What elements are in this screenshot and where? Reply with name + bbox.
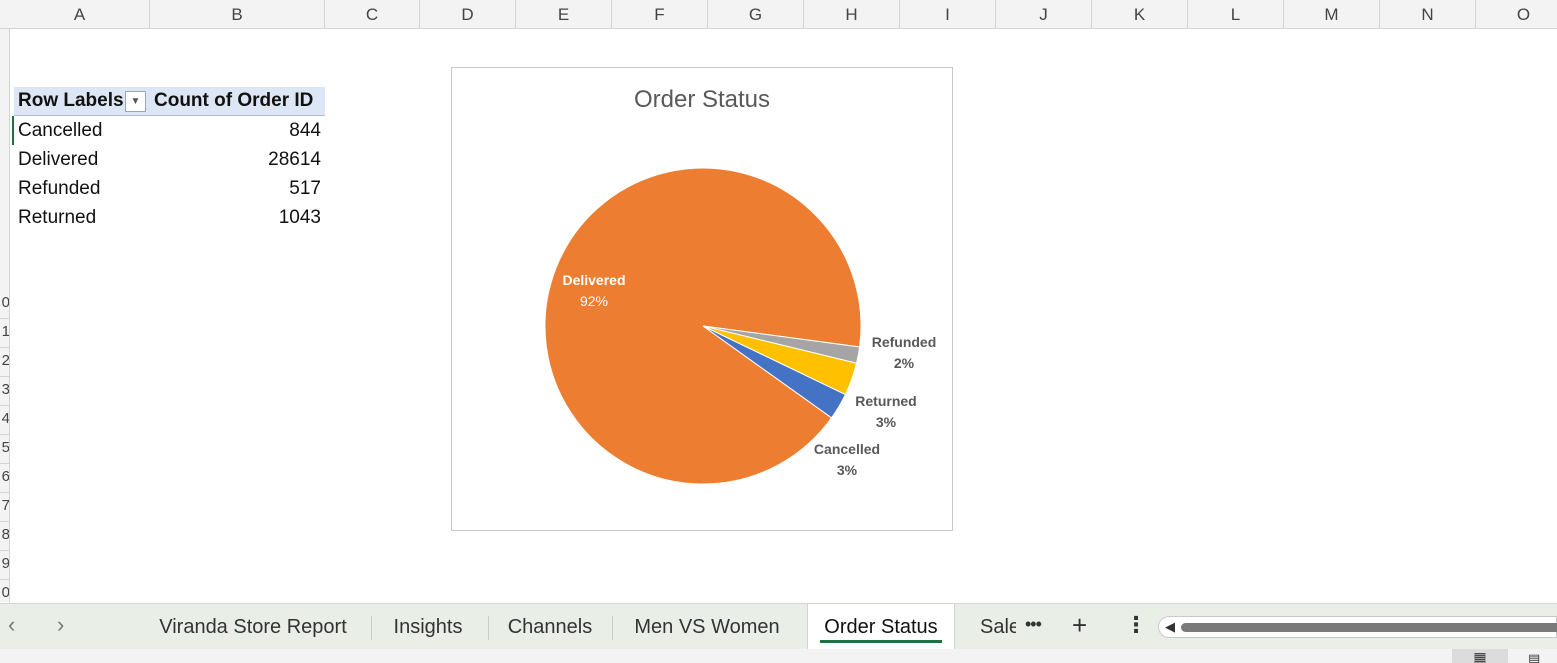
pivot-header-row: Row Labels ▼ Count of Order ID — [14, 87, 325, 116]
chevron-right-icon[interactable]: › — [57, 612, 65, 637]
tab-viranda-store-report[interactable]: Viranda Store Report — [159, 615, 347, 638]
data-label-delivered-percent: 92% — [580, 293, 608, 309]
pie-slice-cancelled[interactable] — [702, 325, 847, 419]
column-header-l[interactable]: L — [1188, 0, 1284, 29]
pivot-row[interactable]: Returned 1043 — [14, 203, 325, 232]
dropdown-arrow-icon[interactable]: ▼ — [125, 91, 146, 112]
column-header-o[interactable]: O — [1476, 0, 1557, 29]
data-label-cancelled-percent: 3% — [837, 462, 858, 478]
horizontal-scrollbar[interactable]: ◀ — [1158, 616, 1557, 638]
pivot-row-value: 517 — [289, 177, 321, 199]
page-layout-icon[interactable]: ▤ — [1528, 651, 1541, 663]
tab-separator — [488, 616, 489, 640]
row-header[interactable]: 1 — [0, 319, 9, 348]
tab-order-status[interactable]: Order Status — [807, 604, 955, 650]
pivot-row-value: 28614 — [268, 148, 321, 170]
row-header[interactable]: 8 — [0, 522, 9, 551]
column-header-h[interactable]: H — [804, 0, 900, 29]
tab-insights[interactable]: Insights — [393, 615, 463, 638]
column-header-f[interactable]: F — [612, 0, 708, 29]
sheet-tab-bar: ‹ › Viranda Store Report Insights Channe… — [0, 603, 1557, 650]
more-options-icon[interactable]: ⋮ — [1125, 612, 1147, 637]
row-header[interactable]: 9 — [0, 551, 9, 580]
column-header-bar: A B C D E F G H I J K L M N O — [0, 0, 1557, 29]
tab-channels[interactable]: Channels — [507, 615, 593, 638]
tab-sale[interactable]: Sale — [980, 615, 1016, 638]
row-header[interactable]: 5 — [0, 435, 9, 464]
pivot-row-value: 1043 — [278, 206, 321, 228]
scrollbar-thumb[interactable] — [1181, 623, 1557, 632]
column-header-b[interactable]: B — [150, 0, 325, 29]
pivot-row-label: Cancelled — [18, 119, 103, 141]
data-label-refunded-name: Refunded — [872, 334, 937, 350]
pie-chart[interactable]: Order Status Delivered 92% Refunded 2% Retur… — [451, 67, 953, 531]
tab-men-vs-women[interactable]: Men VS Women — [634, 615, 780, 638]
scroll-left-icon[interactable]: ◀ — [1165, 619, 1175, 634]
row-header[interactable]: 4 — [0, 406, 9, 435]
grid-view-icon[interactable]: ▦ — [1452, 649, 1508, 663]
status-bar: ▦ ▤ — [0, 649, 1557, 663]
pivot-row-label: Refunded — [18, 177, 101, 199]
pivot-row[interactable]: Delivered 28614 — [14, 145, 325, 174]
pivot-value-header[interactable]: Count of Order ID — [154, 90, 314, 111]
tab-separator — [612, 616, 613, 640]
pivot-row-label: Returned — [18, 206, 97, 228]
tab-separator — [371, 616, 372, 640]
data-label-returned-percent: 3% — [876, 414, 897, 430]
row-header[interactable]: 6 — [0, 464, 9, 493]
pivot-row[interactable]: Refunded 517 — [14, 174, 325, 203]
pivot-row-value: 844 — [289, 119, 321, 141]
data-label-cancelled-name: Cancelled — [814, 441, 880, 457]
add-sheet-button[interactable]: + — [1072, 610, 1088, 640]
chevron-left-icon[interactable]: ‹ — [8, 612, 16, 637]
row-header[interactable]: 2 — [0, 348, 9, 377]
column-header-n[interactable]: N — [1380, 0, 1476, 29]
pivot-row-labels-header[interactable]: Row Labels — [18, 90, 124, 111]
tab-order-status-label: Order Status — [824, 615, 938, 638]
data-label-refunded-percent: 2% — [894, 355, 915, 371]
column-header-c[interactable]: C — [325, 0, 420, 29]
row-header[interactable]: 0 — [0, 580, 9, 602]
column-header-a[interactable]: A — [10, 0, 150, 29]
row-header[interactable]: 3 — [0, 377, 9, 406]
column-header-e[interactable]: E — [516, 0, 612, 29]
pivot-row-label: Delivered — [18, 148, 99, 170]
more-tabs-icon[interactable]: ••• — [1025, 614, 1042, 634]
row-header[interactable]: 0 — [0, 290, 9, 319]
pivot-row[interactable]: Cancelled 844 — [14, 116, 325, 145]
column-header-j[interactable]: J — [996, 0, 1092, 29]
column-header-k[interactable]: K — [1092, 0, 1188, 29]
active-tab-underline — [820, 640, 942, 643]
column-header-i[interactable]: I — [900, 0, 996, 29]
column-header-m[interactable]: M — [1284, 0, 1380, 29]
active-cell-indicator — [12, 116, 14, 145]
chart-title[interactable]: Order Status — [633, 86, 771, 113]
pie-chart-plot: Delivered 92% Refunded 2% Returned 3% Cancelle… — [544, 167, 937, 485]
row-header-bar: 0 1 2 3 4 5 6 7 8 9 0 — [0, 29, 10, 602]
column-header-g[interactable]: G — [708, 0, 804, 29]
column-header-d[interactable]: D — [420, 0, 516, 29]
data-label-delivered-name: Delivered — [562, 272, 625, 288]
data-label-returned-name: Returned — [855, 393, 916, 409]
row-header[interactable]: 7 — [0, 493, 9, 522]
